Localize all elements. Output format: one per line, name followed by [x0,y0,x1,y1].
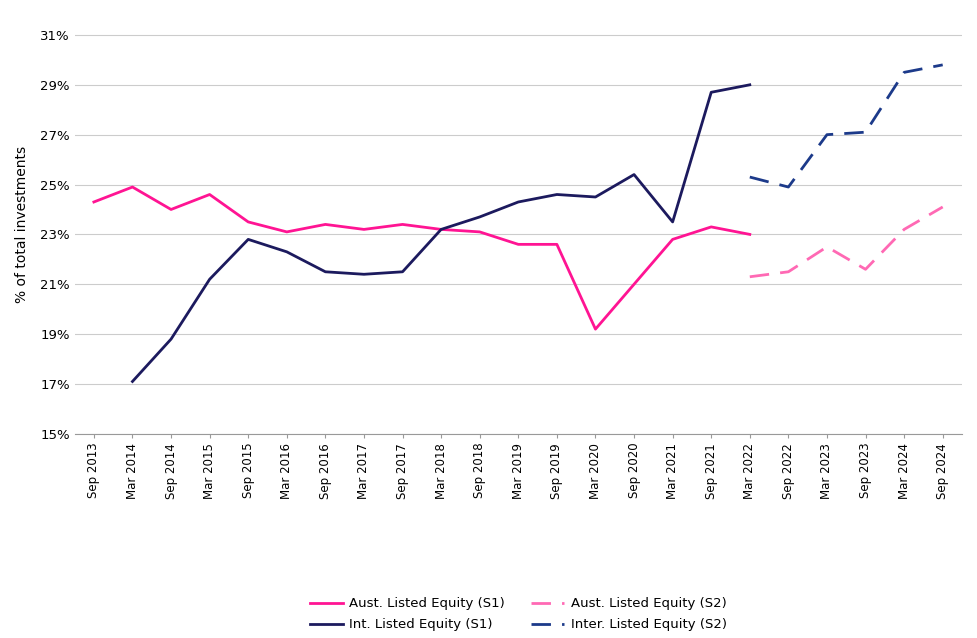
Y-axis label: % of total investments: % of total investments [15,146,29,303]
Legend: Aust. Listed Equity (S1), Int. Listed Equity (S1), Aust. Listed Equity (S2), Int: Aust. Listed Equity (S1), Int. Listed Eq… [305,592,732,637]
